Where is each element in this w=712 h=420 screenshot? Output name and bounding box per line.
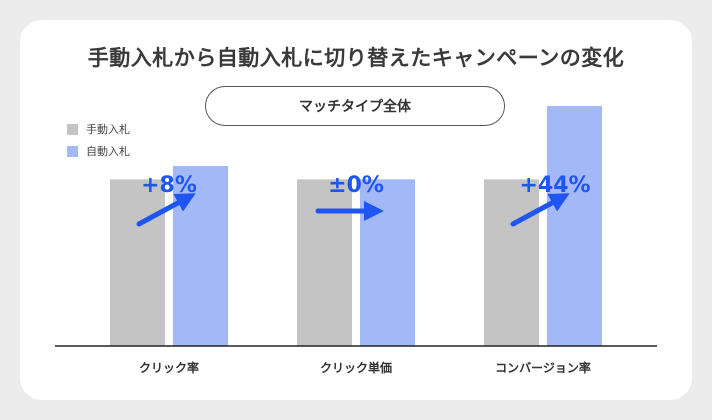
- chart-title: 手動入札から自動入札に切り替えたキャンペーンの変化: [87, 46, 625, 70]
- legend-item-auto: 自動入札: [67, 140, 130, 162]
- legend-label-auto: 自動入札: [86, 145, 130, 158]
- legend-swatch-manual: [67, 123, 78, 135]
- change-label-1: +8%: [141, 173, 197, 198]
- change-label-3: +44%: [519, 173, 590, 198]
- bar-auto-2: [360, 179, 415, 346]
- bar-manual-2: [297, 179, 352, 346]
- match-type-filter[interactable]: マッチタイプ全体: [205, 86, 505, 126]
- change-label-2: ±0%: [328, 173, 384, 198]
- bar-manual-1: [110, 179, 165, 346]
- legend-label-manual: 手動入札: [86, 123, 130, 136]
- category-label-2: クリック単価: [320, 360, 392, 375]
- change-arrow-1: [136, 193, 196, 227]
- bar-manual-3: [484, 179, 539, 346]
- category-label-3: コンバージョン率: [495, 360, 591, 375]
- bar-auto-3: [547, 106, 602, 346]
- change-arrow-3: [510, 193, 570, 227]
- legend-swatch-auto: [67, 145, 78, 157]
- legend-item-manual: 手動入札: [67, 118, 130, 140]
- category-label-1: クリック率: [139, 360, 199, 375]
- legend: 手動入札 自動入札: [67, 118, 130, 162]
